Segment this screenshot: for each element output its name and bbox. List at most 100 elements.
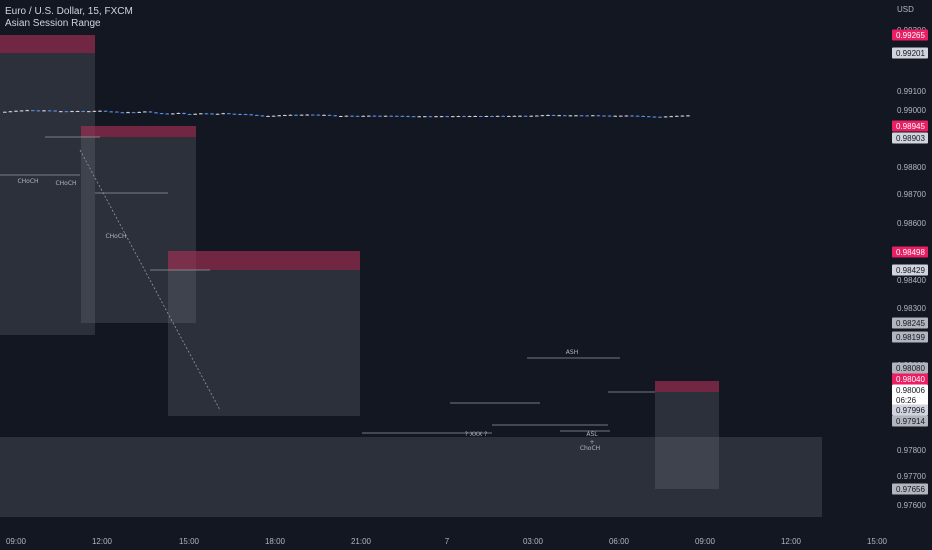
candle-body	[596, 115, 601, 117]
candle-body	[411, 116, 416, 118]
time-tick: 03:00	[523, 537, 544, 546]
time-axis[interactable]: 09:00 12:00 15:00 18:00 21:00 7 03:00 06:00 09:0…	[6, 537, 888, 546]
candle-body	[120, 112, 125, 114]
candle-body	[647, 116, 651, 118]
candle-body	[333, 115, 337, 117]
candle-body	[490, 115, 494, 117]
candle-body	[574, 115, 578, 117]
annotation-label: ? XXX ?	[465, 431, 488, 438]
candle-body	[389, 115, 393, 117]
price-tag-bg	[892, 317, 928, 329]
price-tag-bg	[892, 132, 928, 144]
price-tag-bg	[892, 384, 928, 396]
candle-body	[501, 115, 505, 117]
price-tag-bg	[892, 120, 928, 132]
candle-body	[59, 111, 63, 113]
candle-body	[439, 116, 444, 118]
candle-body	[215, 113, 220, 115]
annotation-label: CHoCH	[55, 180, 76, 187]
candle-body	[143, 111, 147, 113]
price-tag-label: 0.97914	[896, 417, 925, 426]
candle-body	[81, 111, 85, 113]
candle-body	[585, 115, 589, 117]
candle-body	[19, 110, 24, 112]
time-tick: 7	[445, 537, 450, 546]
candle-body	[495, 115, 500, 117]
candle-body	[423, 116, 427, 118]
price-tag-bg	[892, 394, 928, 406]
candle-body	[238, 114, 242, 116]
session-range-boxes	[0, 35, 822, 517]
symbol-title[interactable]: Euro / U.S. Dollar, 15, FXCM	[5, 6, 133, 17]
candle-body	[283, 114, 287, 116]
candle-body	[663, 116, 668, 118]
candle-body	[182, 112, 186, 115]
price-tick: 0.97600	[897, 501, 926, 510]
candle-body	[339, 115, 343, 117]
candle-body	[428, 116, 433, 118]
candle-body	[563, 115, 567, 117]
time-tick: 06:00	[609, 537, 630, 546]
candle-body	[579, 115, 584, 117]
candle-body	[75, 111, 80, 113]
price-tag-label: 0.97996	[896, 406, 925, 415]
candle-body	[137, 111, 141, 113]
candle-body	[451, 116, 455, 118]
structure-lines	[0, 136, 655, 434]
session-box	[655, 381, 719, 489]
time-tick: 12:00	[781, 537, 802, 546]
price-tag-bg	[892, 415, 928, 427]
price-tag-label: 0.98080	[896, 364, 925, 373]
candle-body	[187, 114, 192, 116]
candle-body	[36, 110, 41, 112]
session-box	[0, 35, 95, 335]
candle-body	[148, 111, 153, 113]
annotations: CHoCH CHoCH CHoCH ? XXX ? ASH ASL ChoCH+	[17, 178, 600, 452]
price-tag-bg	[892, 47, 928, 59]
price-tick: 0.98600	[897, 219, 926, 228]
candle-body	[557, 115, 561, 117]
time-tick: 15:00	[867, 537, 888, 546]
annotation-label: CHoCH	[105, 233, 126, 240]
candle-body	[8, 111, 13, 113]
price-tick: 0.98300	[897, 304, 926, 313]
price-tick: 0.99100	[897, 87, 926, 96]
price-tag-label: 0.97656	[896, 485, 925, 494]
candle-body	[675, 115, 679, 117]
candle-body	[288, 114, 293, 116]
price-tick: 0.97700	[897, 472, 926, 481]
price-tag-bg	[892, 362, 928, 374]
candle-body	[624, 115, 629, 117]
candle-body	[507, 115, 511, 117]
candle-body	[249, 114, 253, 116]
time-tick: 12:00	[92, 537, 113, 546]
candle-body	[658, 116, 662, 118]
price-tag-label: 0.98945	[896, 122, 925, 131]
indicator-label[interactable]: Asian Session Range	[5, 18, 101, 29]
candle-body	[378, 115, 382, 117]
candle-body	[277, 115, 281, 117]
candle-body	[260, 115, 265, 117]
candle-body	[109, 111, 113, 113]
time-tick: 09:00	[6, 537, 27, 546]
candle-body	[316, 114, 321, 116]
candle-body	[227, 113, 231, 115]
price-tag-bg	[892, 29, 928, 41]
price-tag-bg	[892, 264, 928, 276]
price-tag-bg	[892, 483, 928, 495]
candle-body	[619, 115, 623, 117]
session-high-zone	[81, 126, 196, 137]
candle-body	[518, 115, 522, 117]
candle-body	[372, 115, 377, 117]
candle-body	[434, 116, 438, 118]
price-tag-label: 0.99201	[896, 49, 925, 58]
candle-body	[232, 113, 237, 115]
candle-body	[568, 115, 573, 117]
candle-body	[327, 114, 332, 116]
session-box	[168, 251, 360, 416]
candle-body	[467, 116, 472, 118]
candle-body	[512, 115, 517, 117]
candle-body	[299, 114, 304, 116]
candle-body	[529, 115, 533, 117]
